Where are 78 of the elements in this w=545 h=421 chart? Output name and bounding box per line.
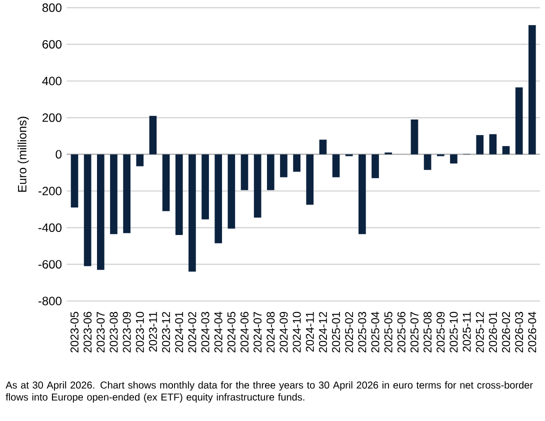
x-tick-label: 2024-04 — [214, 312, 222, 352]
x-tick-label: 2024-12 — [318, 312, 327, 352]
x-tick-label: 2024-06 — [240, 312, 249, 352]
y-tick-label: -800 — [38, 296, 62, 306]
x-tick-label: 2024-11 — [306, 312, 314, 352]
bar — [450, 154, 458, 164]
x-tick-label: 2023-08 — [110, 312, 118, 352]
x-tick-label: 2025-02 — [345, 312, 354, 352]
x-tick-label: 2025-07 — [410, 312, 418, 352]
y-tick-label: -600 — [38, 260, 62, 269]
x-tick-label: 2025-05 — [384, 312, 392, 352]
x-tick-label: 2025-03 — [358, 312, 366, 352]
bar — [202, 154, 209, 220]
x-tick-label: 2025-08 — [424, 312, 432, 352]
bar — [240, 154, 248, 190]
x-tick-label: 2025-09 — [436, 312, 445, 352]
x-tick-label: 2026-03 — [515, 312, 524, 352]
bar — [502, 146, 510, 154]
bar — [123, 154, 130, 234]
y-tick-label: 800 — [42, 3, 62, 12]
bar — [528, 25, 536, 154]
bar — [476, 135, 484, 154]
bar — [254, 154, 262, 218]
x-tick-label: 2024-01 — [175, 312, 184, 352]
y-tick-label: 0 — [56, 150, 62, 159]
y-tick-label: -200 — [38, 186, 62, 196]
bar — [358, 154, 366, 234]
x-tick-label: 2024-02 — [188, 312, 196, 352]
y-tick-label: 200 — [42, 113, 62, 122]
x-tick-label: 2023-09 — [122, 312, 131, 352]
y-tick-label: -400 — [38, 223, 62, 232]
x-tick-label: 2025-12 — [476, 312, 484, 352]
x-tick-label: 2023-07 — [96, 312, 105, 352]
bar — [84, 154, 92, 266]
x-tick-label: 2025-04 — [371, 312, 380, 352]
x-tick-label: 2024-08 — [266, 312, 275, 352]
x-tick-label: 2026-02 — [502, 312, 510, 352]
bar — [489, 134, 497, 154]
bar — [97, 154, 104, 270]
y-tick-label: 600 — [42, 40, 62, 49]
bar — [372, 154, 379, 178]
x-tick-label: 2024-05 — [227, 312, 236, 352]
x-tick-label: 2024-03 — [201, 312, 210, 352]
bar — [424, 154, 432, 170]
bar — [149, 116, 157, 154]
bar — [515, 87, 523, 154]
x-tick-label: 2025-11 — [462, 312, 471, 352]
bar — [280, 154, 288, 178]
bar — [162, 154, 170, 212]
bar — [410, 120, 418, 154]
x-tick-label: 2024-09 — [280, 312, 288, 352]
text: As at 30 April 2026. Chart shows monthly data for the three years to 30 April 2026 in euro terms for net cross-border flows into Europe open-ended (ex ETF) equity infrastructure funds. — [6, 381, 533, 403]
bar — [306, 154, 314, 205]
x-tick-label: 2024-10 — [292, 312, 301, 352]
bar — [188, 154, 196, 272]
x-tick-label: 2025-10 — [450, 312, 458, 352]
x-tick-label: 2024-07 — [254, 312, 262, 352]
x-tick-label: 2026-01 — [488, 312, 497, 352]
x-tick-label: 2025-01 — [332, 312, 340, 352]
bar — [110, 154, 118, 234]
y-axis-title: Euro (millions) — [18, 116, 29, 192]
bar — [228, 154, 236, 229]
bar — [136, 154, 144, 166]
bar — [70, 154, 78, 208]
x-tick-label: 2023-10 — [136, 312, 144, 352]
y-tick-label: 400 — [42, 76, 62, 86]
x-tick-label: 2023-12 — [162, 312, 170, 352]
x-tick-label: 2023-11 — [148, 312, 157, 352]
x-tick-label: 2026-04 — [528, 312, 536, 352]
bar — [293, 154, 300, 172]
bar — [175, 154, 183, 235]
x-tick-label: 2023-05 — [70, 312, 79, 352]
bar — [214, 154, 222, 244]
bar — [319, 140, 327, 154]
bar — [332, 154, 340, 178]
bar — [266, 154, 274, 190]
x-tick-label: 2025-06 — [397, 312, 406, 352]
x-tick-label: 2023-06 — [84, 312, 92, 352]
